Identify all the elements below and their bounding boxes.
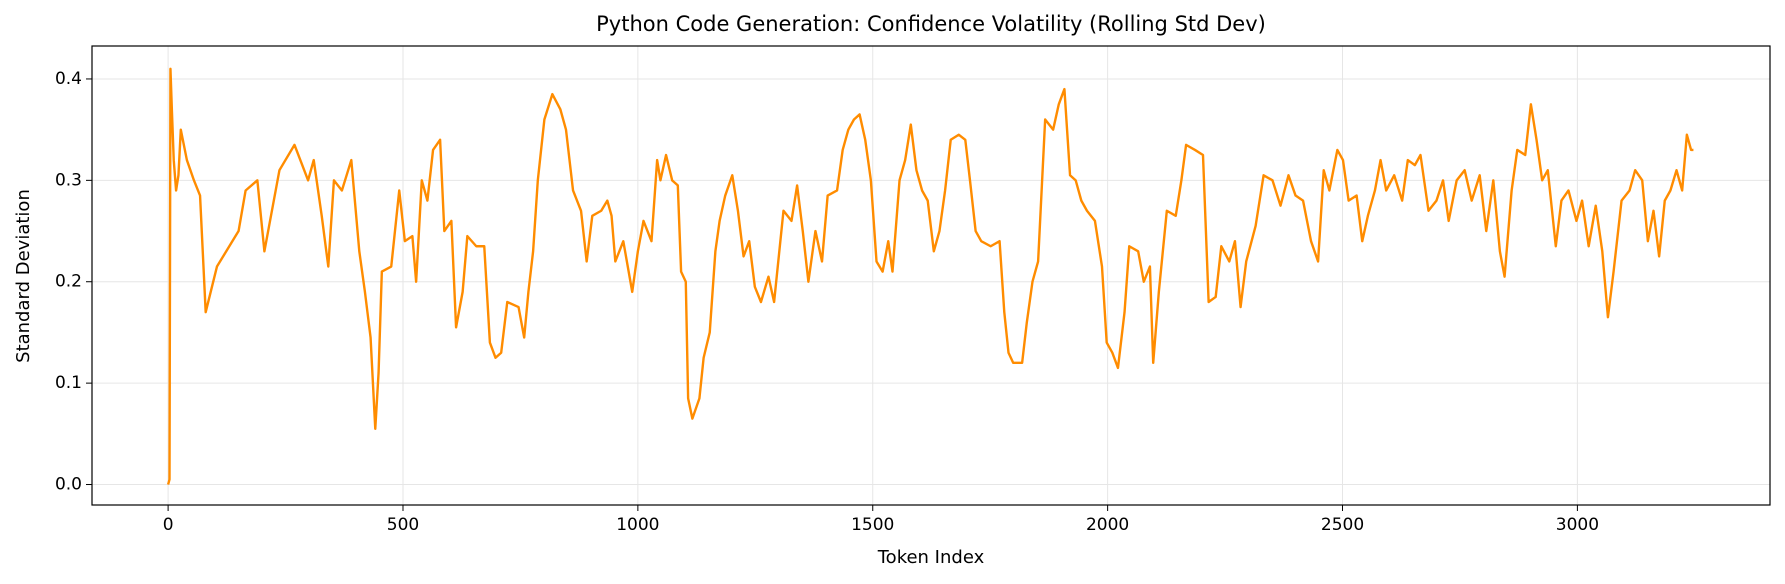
- x-tick-label: 1500: [851, 515, 894, 535]
- y-tick-label: 0.3: [55, 170, 82, 190]
- y-tick-label: 0.2: [55, 272, 82, 292]
- chart-title: Python Code Generation: Confidence Volat…: [596, 12, 1266, 36]
- y-tick-label: 0.4: [55, 69, 82, 89]
- x-tick-label: 500: [387, 515, 419, 535]
- x-tick-label: 2500: [1321, 515, 1364, 535]
- x-tick-label: 3000: [1556, 515, 1599, 535]
- plot-frame: [91, 45, 1771, 506]
- y-tick-label: 0.0: [55, 475, 82, 495]
- x-axis-label: Token Index: [877, 547, 985, 568]
- y-tick-label: 0.1: [55, 373, 82, 393]
- data-line: [166, 67, 1694, 485]
- x-tick-label: 2000: [1086, 515, 1129, 535]
- x-tick-label: 1000: [616, 515, 659, 535]
- y-axis-label: Standard Deviation: [13, 189, 34, 363]
- x-tick-label: 0: [163, 515, 174, 535]
